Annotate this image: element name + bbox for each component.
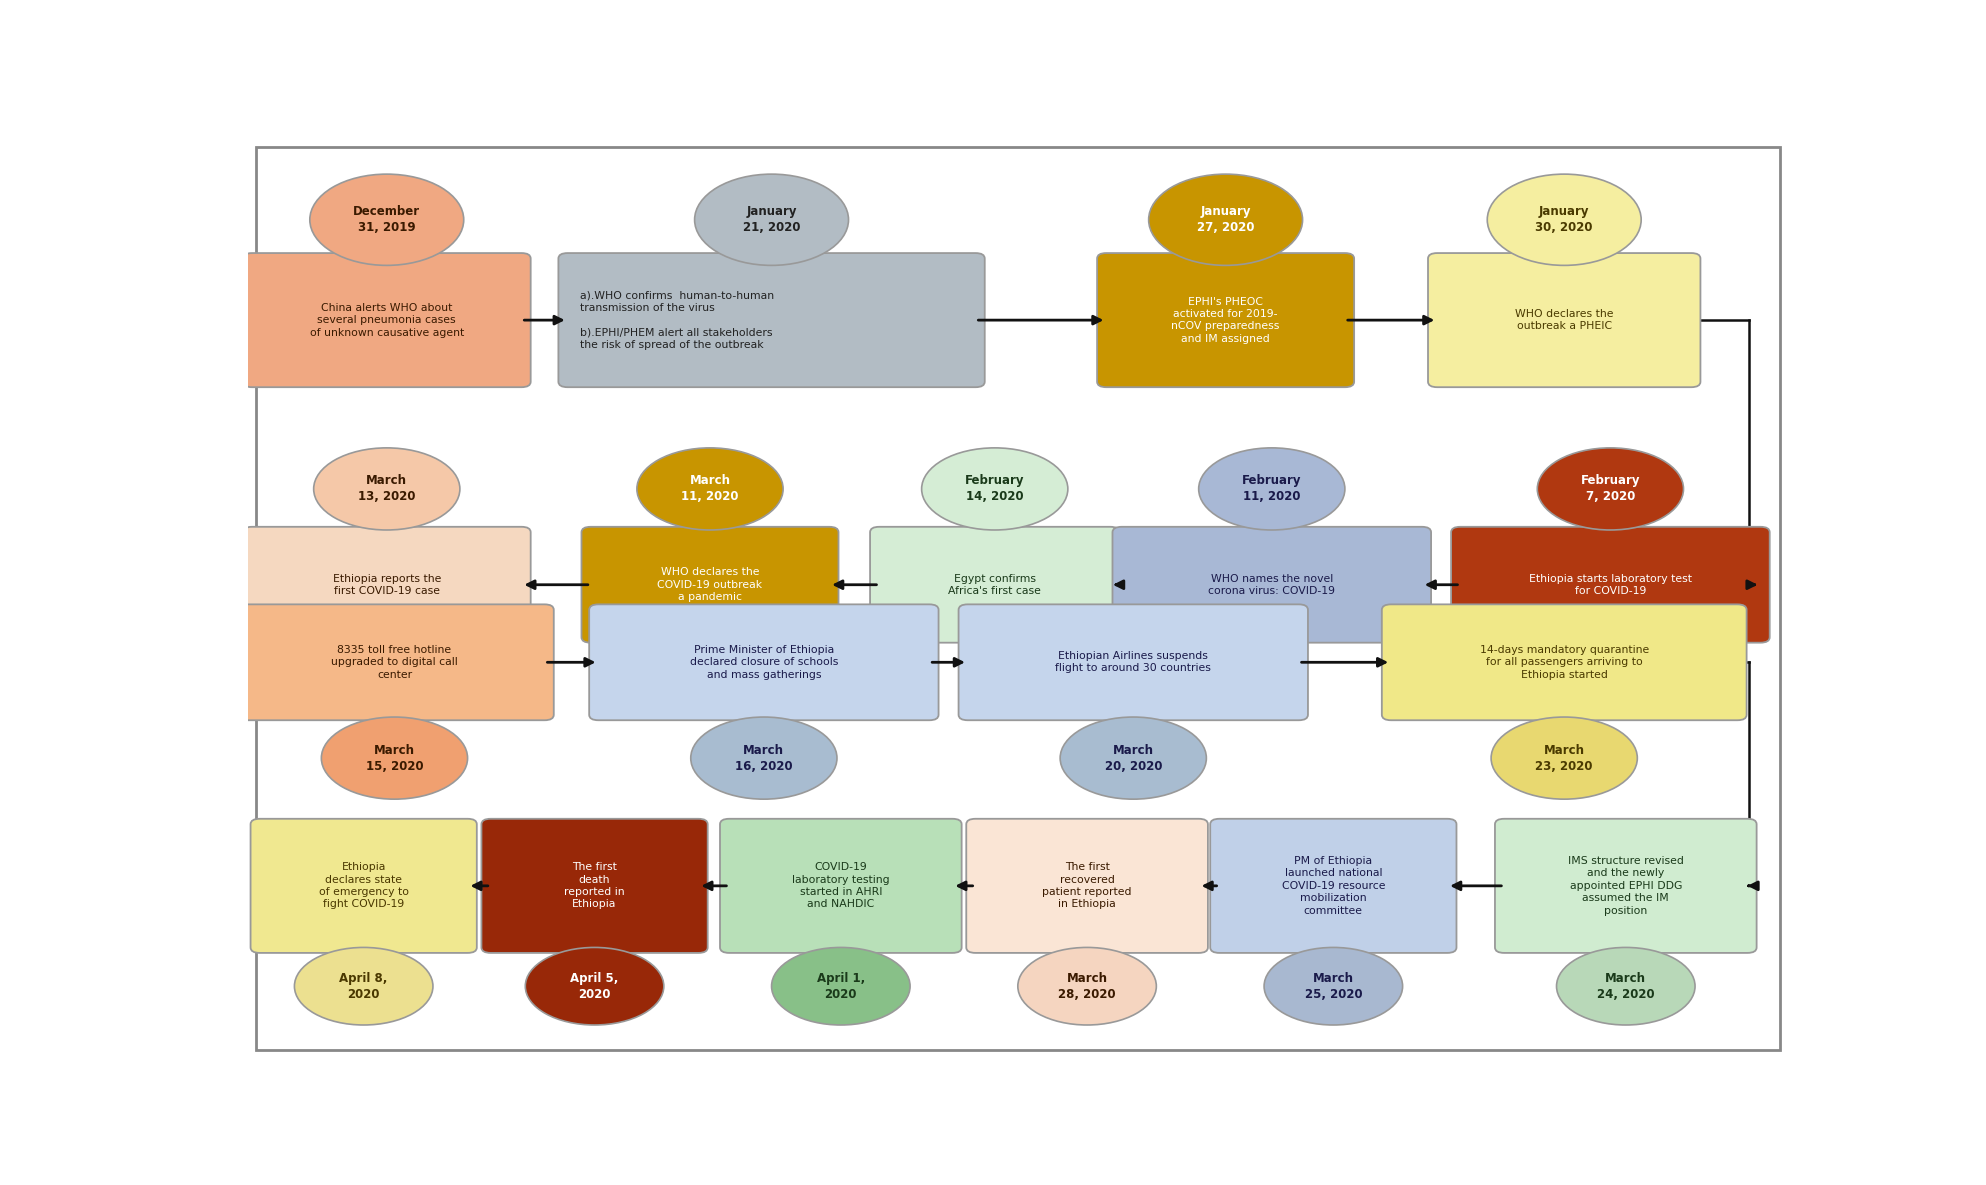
Text: January
21, 2020: January 21, 2020 xyxy=(743,205,800,235)
Text: PM of Ethiopia
launched national
COVID-19 resource
mobilization
committee: PM of Ethiopia launched national COVID-1… xyxy=(1281,856,1384,916)
Text: Ethiopia
declares state
of emergency to
fight COVID-19: Ethiopia declares state of emergency to … xyxy=(318,863,409,909)
Text: March
23, 2020: March 23, 2020 xyxy=(1535,744,1593,773)
Text: Ethiopian Airlines suspends
flight to around 30 countries: Ethiopian Airlines suspends flight to ar… xyxy=(1055,651,1211,673)
Text: March
11, 2020: March 11, 2020 xyxy=(681,474,739,504)
Text: March
20, 2020: March 20, 2020 xyxy=(1104,744,1162,773)
FancyBboxPatch shape xyxy=(1209,819,1456,953)
Text: Egypt confirms
Africa's first case: Egypt confirms Africa's first case xyxy=(947,574,1041,596)
Ellipse shape xyxy=(1061,717,1206,799)
FancyBboxPatch shape xyxy=(1112,527,1432,642)
Text: 8335 toll free hotline
upgraded to digital call
center: 8335 toll free hotline upgraded to digit… xyxy=(332,645,459,680)
Text: March
25, 2020: March 25, 2020 xyxy=(1305,972,1362,1000)
FancyBboxPatch shape xyxy=(481,819,707,953)
Text: March
16, 2020: March 16, 2020 xyxy=(735,744,792,773)
Text: February
7, 2020: February 7, 2020 xyxy=(1581,474,1640,504)
Text: January
30, 2020: January 30, 2020 xyxy=(1535,205,1593,235)
Ellipse shape xyxy=(695,174,848,265)
FancyBboxPatch shape xyxy=(959,604,1309,720)
Text: COVID-19
laboratory testing
started in AHRI
and NAHDIC: COVID-19 laboratory testing started in A… xyxy=(792,863,890,909)
Ellipse shape xyxy=(1537,448,1684,530)
Ellipse shape xyxy=(638,448,782,530)
Text: April 8,
2020: April 8, 2020 xyxy=(340,972,387,1000)
Text: March
15, 2020: March 15, 2020 xyxy=(365,744,423,773)
FancyBboxPatch shape xyxy=(1495,819,1758,953)
Text: China alerts WHO about
several pneumonia cases
of unknown causative agent: China alerts WHO about several pneumonia… xyxy=(310,302,465,338)
Ellipse shape xyxy=(771,948,910,1025)
FancyBboxPatch shape xyxy=(870,527,1120,642)
Text: WHO declares the
COVID-19 outbreak
a pandemic: WHO declares the COVID-19 outbreak a pan… xyxy=(657,568,763,602)
Text: April 1,
2020: April 1, 2020 xyxy=(816,972,866,1000)
FancyBboxPatch shape xyxy=(250,819,477,953)
Ellipse shape xyxy=(1019,948,1156,1025)
Ellipse shape xyxy=(1148,174,1303,265)
Ellipse shape xyxy=(314,448,461,530)
Text: Ethiopia starts laboratory test
for COVID-19: Ethiopia starts laboratory test for COVI… xyxy=(1529,574,1692,596)
FancyBboxPatch shape xyxy=(1382,604,1746,720)
Text: Ethiopia reports the
first COVID-19 case: Ethiopia reports the first COVID-19 case xyxy=(332,574,441,596)
FancyBboxPatch shape xyxy=(967,819,1207,953)
Ellipse shape xyxy=(1263,948,1402,1025)
FancyBboxPatch shape xyxy=(721,819,961,953)
Ellipse shape xyxy=(1491,717,1636,799)
Text: a).WHO confirms  human-to-human
transmission of the virus

b).EPHI/PHEM alert al: a).WHO confirms human-to-human transmiss… xyxy=(580,290,775,350)
Text: February
11, 2020: February 11, 2020 xyxy=(1241,474,1301,504)
Text: The first
death
reported in
Ethiopia: The first death reported in Ethiopia xyxy=(564,863,626,909)
Text: February
14, 2020: February 14, 2020 xyxy=(965,474,1025,504)
Text: January
27, 2020: January 27, 2020 xyxy=(1198,205,1255,235)
Text: March
13, 2020: March 13, 2020 xyxy=(357,474,415,504)
Ellipse shape xyxy=(1557,948,1694,1025)
Text: March
28, 2020: March 28, 2020 xyxy=(1059,972,1116,1000)
FancyBboxPatch shape xyxy=(558,254,985,387)
Text: March
24, 2020: March 24, 2020 xyxy=(1597,972,1654,1000)
FancyBboxPatch shape xyxy=(1452,527,1770,642)
FancyBboxPatch shape xyxy=(1428,254,1700,387)
FancyBboxPatch shape xyxy=(590,604,939,720)
Ellipse shape xyxy=(1200,448,1345,530)
Ellipse shape xyxy=(524,948,663,1025)
Ellipse shape xyxy=(294,948,433,1025)
Ellipse shape xyxy=(691,717,836,799)
FancyBboxPatch shape xyxy=(1096,254,1354,387)
Text: WHO names the novel
corona virus: COVID-19: WHO names the novel corona virus: COVID-… xyxy=(1207,574,1335,596)
Text: Prime Minister of Ethiopia
declared closure of schools
and mass gatherings: Prime Minister of Ethiopia declared clos… xyxy=(689,645,838,680)
Text: IMS structure revised
and the newly
appointed EPHI DDG
assumed the IM
position: IMS structure revised and the newly appo… xyxy=(1567,856,1684,916)
Ellipse shape xyxy=(310,174,463,265)
Ellipse shape xyxy=(322,717,467,799)
Text: WHO declares the
outbreak a PHEIC: WHO declares the outbreak a PHEIC xyxy=(1515,309,1613,332)
Text: December
31, 2019: December 31, 2019 xyxy=(354,205,421,235)
Text: April 5,
2020: April 5, 2020 xyxy=(570,972,620,1000)
Text: EPHI's PHEOC
activated for 2019-
nCOV preparedness
and IM assigned: EPHI's PHEOC activated for 2019- nCOV pr… xyxy=(1172,296,1279,344)
FancyBboxPatch shape xyxy=(582,527,838,642)
FancyBboxPatch shape xyxy=(234,604,554,720)
FancyBboxPatch shape xyxy=(242,527,530,642)
Ellipse shape xyxy=(1488,174,1640,265)
Ellipse shape xyxy=(922,448,1068,530)
FancyBboxPatch shape xyxy=(242,254,530,387)
Text: 14-days mandatory quarantine
for all passengers arriving to
Ethiopia started: 14-days mandatory quarantine for all pas… xyxy=(1480,645,1648,680)
Text: The first
recovered
patient reported
in Ethiopia: The first recovered patient reported in … xyxy=(1043,863,1132,909)
